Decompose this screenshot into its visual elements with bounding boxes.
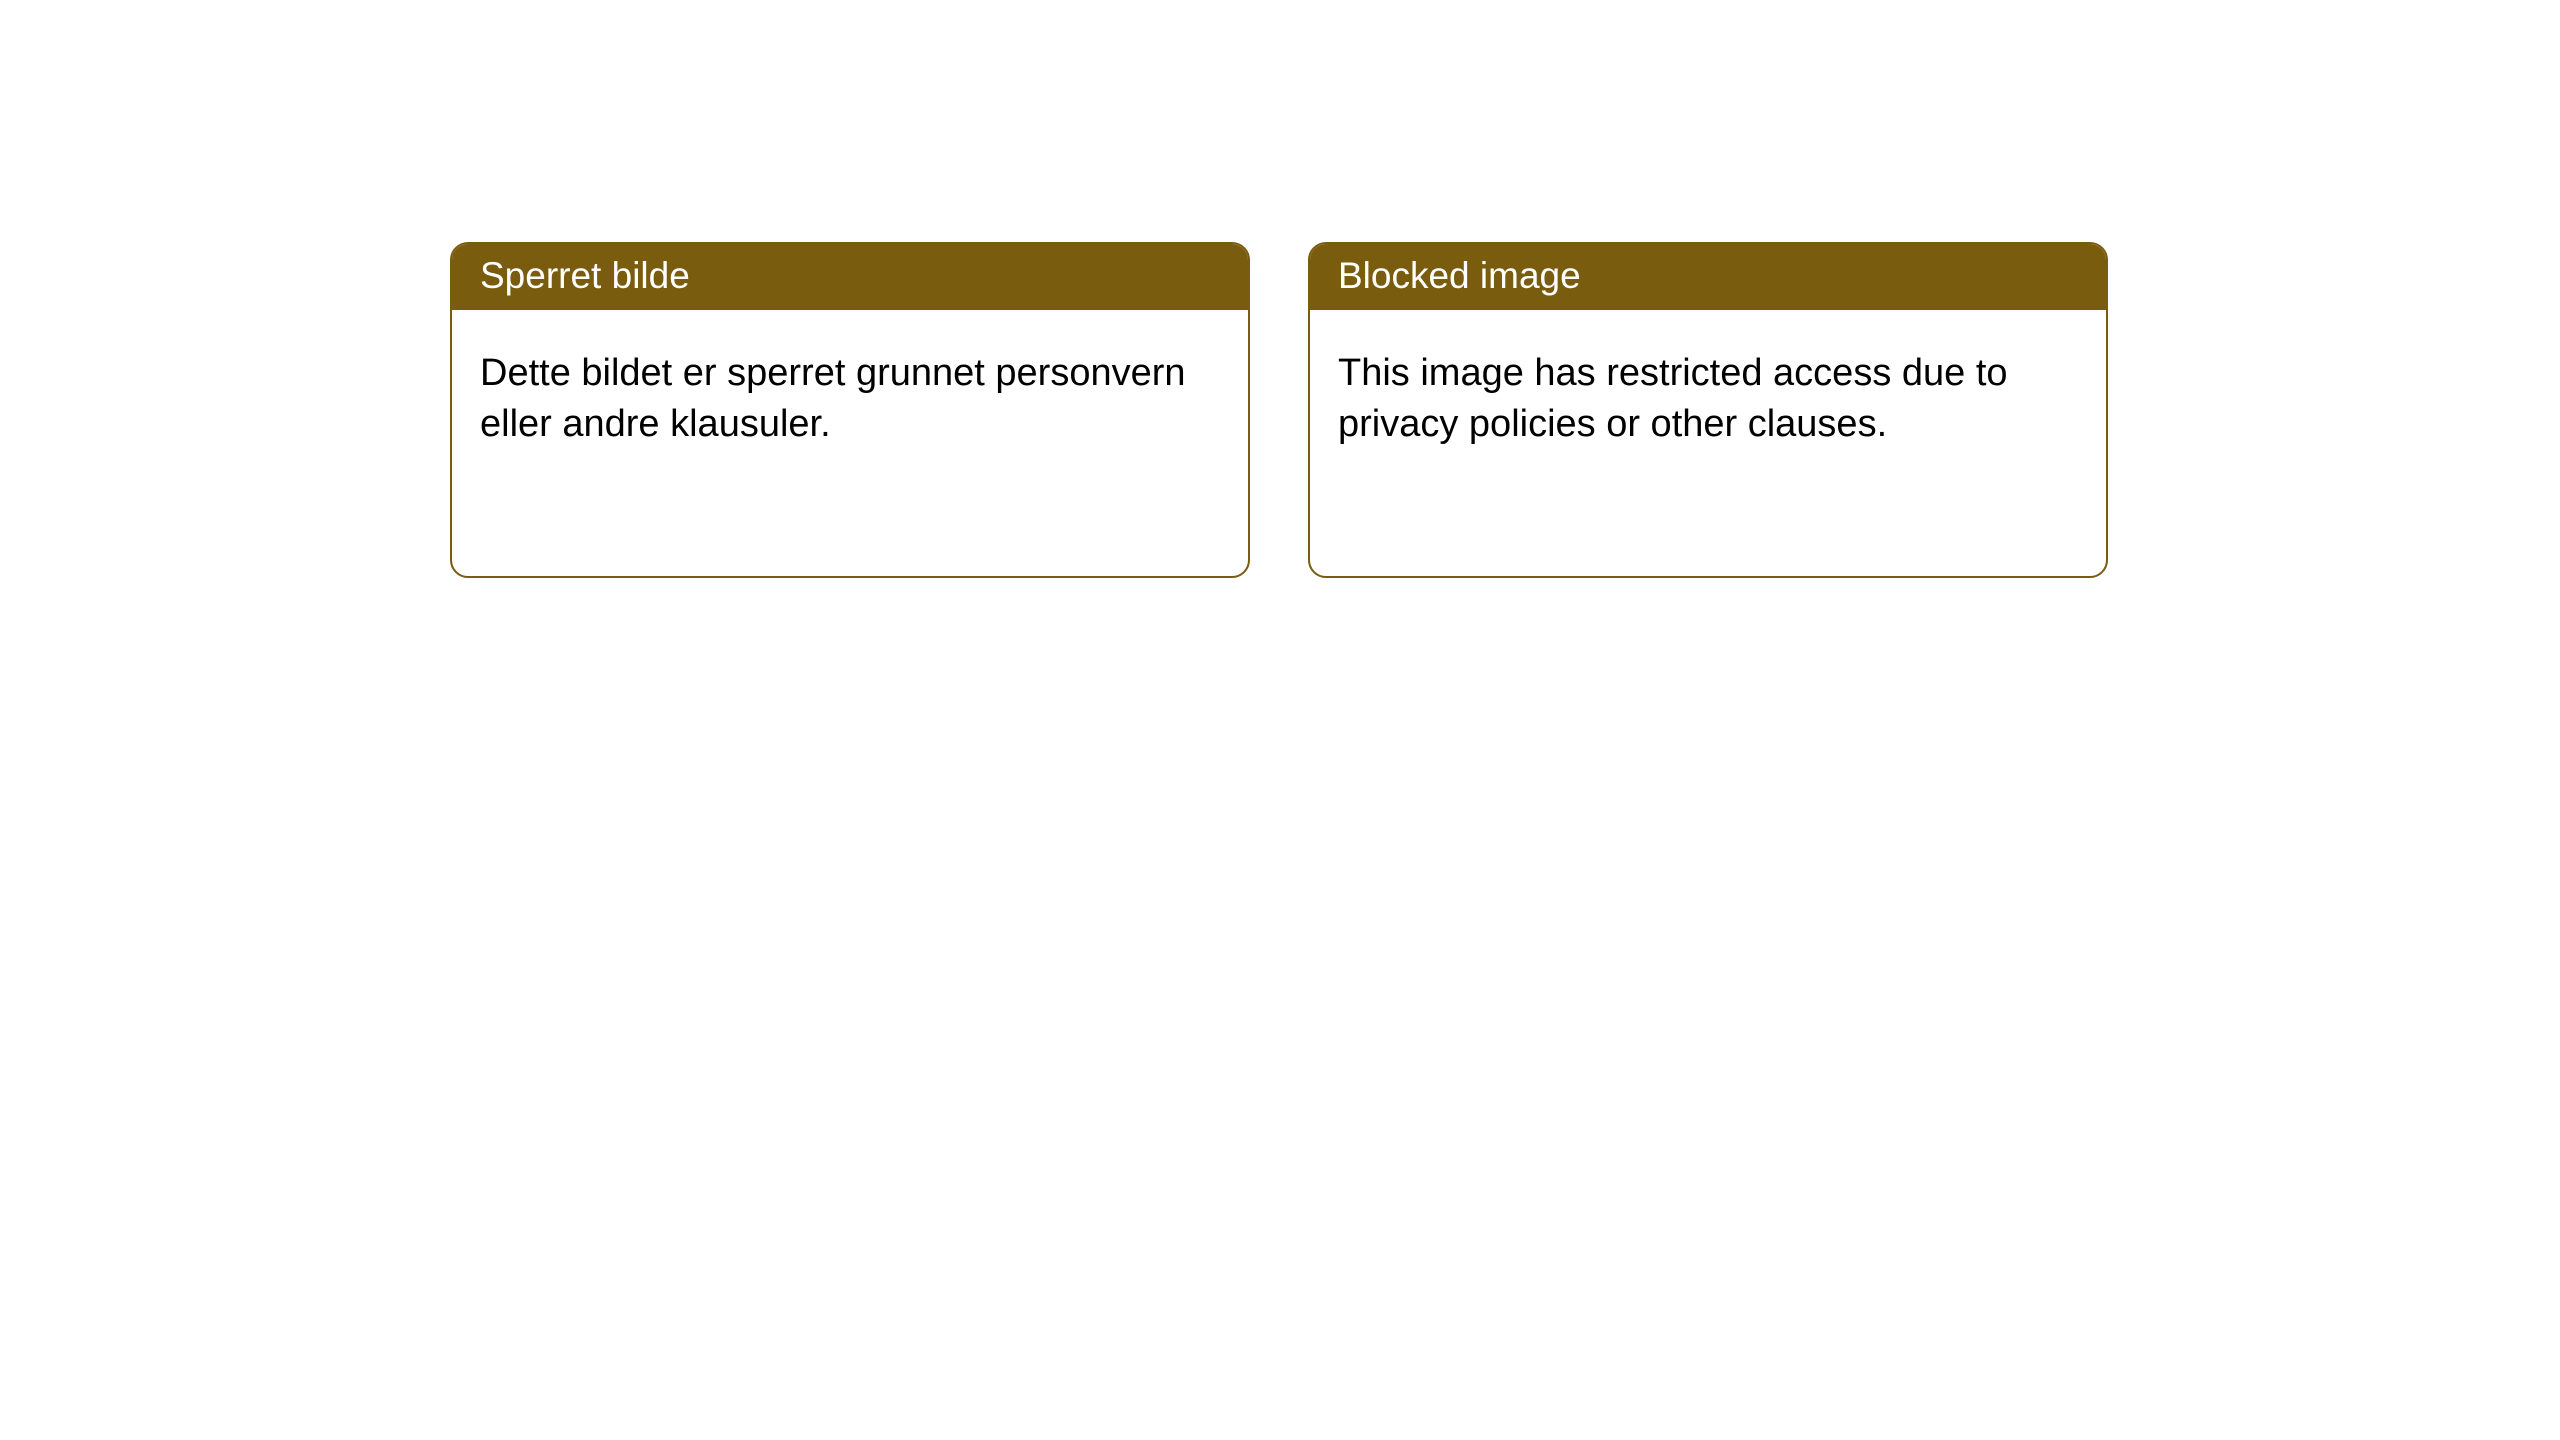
card-body: Dette bildet er sperret grunnet personve… xyxy=(452,310,1248,478)
card-header: Blocked image xyxy=(1310,244,2106,310)
card-body: This image has restricted access due to … xyxy=(1310,310,2106,478)
card-title: Sperret bilde xyxy=(480,255,690,296)
card-header: Sperret bilde xyxy=(452,244,1248,310)
card-title: Blocked image xyxy=(1338,255,1581,296)
notice-card-norwegian: Sperret bilde Dette bildet er sperret gr… xyxy=(450,242,1250,578)
notice-container: Sperret bilde Dette bildet er sperret gr… xyxy=(0,0,2560,578)
card-body-text: This image has restricted access due to … xyxy=(1338,352,2008,445)
notice-card-english: Blocked image This image has restricted … xyxy=(1308,242,2108,578)
card-body-text: Dette bildet er sperret grunnet personve… xyxy=(480,352,1186,445)
